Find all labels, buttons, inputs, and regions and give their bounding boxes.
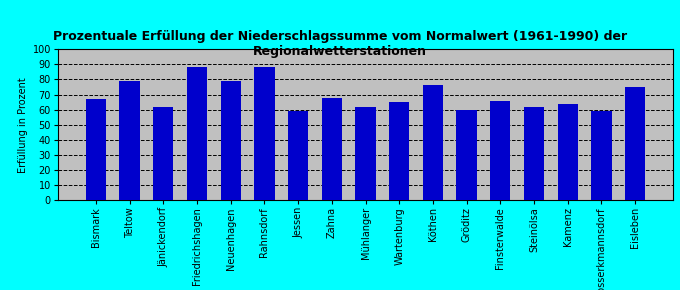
Y-axis label: Erfüllung in Prozent: Erfüllung in Prozent xyxy=(18,77,29,173)
Bar xyxy=(592,111,611,200)
Bar xyxy=(423,86,443,200)
Bar xyxy=(625,87,645,200)
Bar xyxy=(322,97,342,200)
Bar xyxy=(220,81,241,200)
Bar xyxy=(254,67,275,200)
Bar xyxy=(389,102,409,200)
Bar xyxy=(86,99,106,200)
Bar xyxy=(456,110,477,200)
Bar xyxy=(288,111,308,200)
Bar xyxy=(356,107,375,200)
Bar xyxy=(187,67,207,200)
Bar xyxy=(524,107,544,200)
Bar xyxy=(120,81,139,200)
Bar xyxy=(558,104,578,200)
Bar xyxy=(153,107,173,200)
Bar xyxy=(490,101,511,200)
Text: Prozentuale Erfüllung der Niederschlagssumme vom Normalwert (1961-1990) der
Regi: Prozentuale Erfüllung der Niederschlagss… xyxy=(53,30,627,59)
